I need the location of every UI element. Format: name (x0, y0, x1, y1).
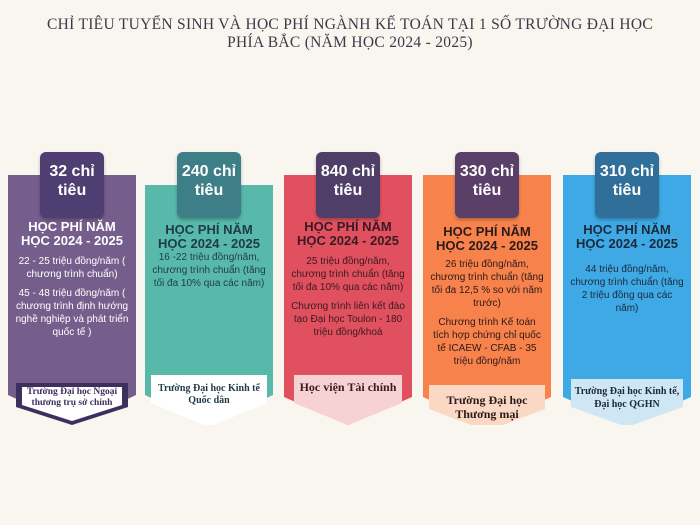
title-line-2: PHÍA BẮC (NĂM HỌC 2024 - 2025) (227, 34, 473, 51)
card-thuong-mai: 330 chỉ tiêu HỌC PHÍ NĂM HỌC 2024 - 2025… (423, 152, 551, 425)
fee-details: 26 triệu đồng/năm, chương trình chuẩn (t… (429, 258, 545, 374)
quota-text: 240 chỉ tiêu (181, 163, 237, 199)
fee-detail-1: 44 triệu đồng/năm, chương trình chuẩn (t… (570, 264, 684, 314)
fee-details: 16 -22 triệu đồng/năm, chương trình chuẩ… (151, 251, 267, 296)
fee-details: 22 - 25 triệu đồng/năm ( chương trình ch… (14, 255, 130, 345)
title-line-1: CHỈ TIÊU TUYỂN SINH VÀ HỌC PHÍ NGÀNH KẾ … (46, 16, 654, 33)
quota-badge: 240 chỉ tiêu (177, 152, 241, 218)
fee-heading: HỌC PHÍ NĂM HỌC 2024 - 2025 (21, 219, 123, 248)
quota-text: 840 chỉ tiêu (320, 163, 376, 199)
fee-heading: HỌC PHÍ NĂM HỌC 2024 - 2025 (576, 222, 678, 251)
fee-detail-2: Chương trình liên kết đào tạo Đại học To… (291, 301, 405, 338)
card-background (145, 185, 273, 425)
fee-detail-1: 25 triệu đồng/năm, chương trình chuẩn (t… (291, 256, 405, 293)
school-name: Trường Đại học Kinh tế, Đại học QGHN (574, 386, 680, 410)
fee-heading: HỌC PHÍ NĂM HỌC 2024 - 2025 (436, 224, 538, 253)
fee-detail-1: 16 -22 triệu đồng/năm, chương trình chuẩ… (152, 252, 266, 289)
fee-detail-1: 22 - 25 triệu đồng/năm ( chương trình ch… (18, 256, 126, 280)
quota-badge: 32 chỉ tiêu (40, 152, 104, 218)
fee-detail-2: Chương trình Kế toán tích hợp chứng chỉ … (433, 317, 541, 367)
school-name: Trường Đại học Kinh tế Quốc dân (158, 383, 260, 406)
school-name: Trường Đại học Thương mại (446, 393, 528, 421)
fee-detail-2: 45 - 48 triệu đồng/năm ( chương trình đị… (15, 288, 129, 338)
card-hoc-vien-tai-chinh: 840 chỉ tiêu HỌC PHÍ NĂM HỌC 2024 - 2025… (284, 152, 412, 425)
card-background (284, 175, 412, 425)
school-name: Trường Đại học Ngoại thương trụ sở chính (26, 387, 118, 408)
card-background (423, 175, 551, 425)
quota-text: 310 chỉ tiêu (599, 163, 655, 199)
card-kinh-te-quoc-dan: 240 chỉ tiêu HỌC PHÍ NĂM HỌC 2024 - 2025… (145, 152, 273, 425)
card-background (563, 175, 691, 425)
quota-badge: 330 chỉ tiêu (455, 152, 519, 218)
fee-details: 44 triệu đồng/năm, chương trình chuẩn (t… (569, 263, 685, 321)
card-kinh-te-qghn: 310 chỉ tiêu HỌC PHÍ NĂM HỌC 2024 - 2025… (563, 152, 691, 425)
fee-details: 25 triệu đồng/năm, chương trình chuẩn (t… (290, 255, 406, 345)
page-title: CHỈ TIÊU TUYỂN SINH VÀ HỌC PHÍ NGÀNH KẾ … (20, 16, 680, 52)
quota-text: 330 chỉ tiêu (459, 163, 515, 199)
fee-heading: HỌC PHÍ NĂM HỌC 2024 - 2025 (158, 222, 260, 251)
school-name: Học viện Tài chính (299, 380, 397, 394)
card-ngoai-thuong: 32 chỉ tiêu HỌC PHÍ NĂM HỌC 2024 - 2025 … (8, 152, 136, 425)
fee-heading: HỌC PHÍ NĂM HỌC 2024 - 2025 (297, 219, 399, 248)
card-background (8, 175, 136, 425)
quota-badge: 840 chỉ tiêu (316, 152, 380, 218)
quota-text: 32 chỉ tiêu (49, 163, 95, 199)
fee-detail-1: 26 triệu đồng/năm, chương trình chuẩn (t… (430, 259, 544, 309)
quota-badge: 310 chỉ tiêu (595, 152, 659, 218)
